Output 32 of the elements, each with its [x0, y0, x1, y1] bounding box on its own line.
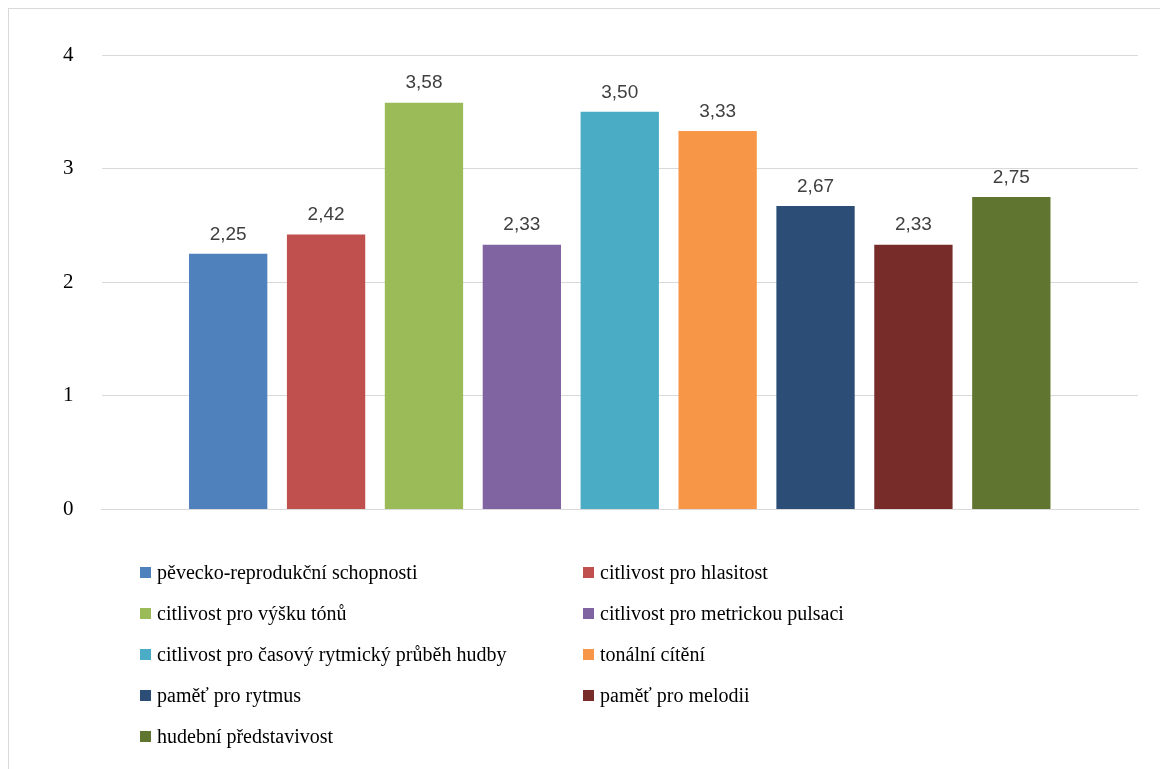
data-label: 2,25 [209, 222, 247, 244]
bar [189, 253, 268, 509]
legend-label: citlivost pro výšku tónů [157, 601, 347, 625]
legend-label: citlivost pro metrickou pulsaci [600, 601, 844, 625]
legend-label: hudební představivost [157, 724, 334, 748]
data-label: 3,50 [601, 80, 639, 102]
data-label: 3,58 [405, 71, 443, 93]
data-label: 2,67 [797, 174, 835, 196]
bar [286, 234, 366, 509]
data-label: 2,33 [894, 213, 932, 235]
data-label: 2,75 [992, 165, 1030, 187]
y-tick-label: 1 [63, 382, 74, 407]
bar [874, 244, 953, 509]
bar [580, 111, 659, 509]
y-tick-label: 4 [63, 41, 74, 66]
legend-label: tonální cítění [600, 642, 705, 666]
data-label: 2,42 [307, 203, 345, 225]
bar [678, 131, 757, 509]
data-label: 3,33 [699, 99, 737, 121]
y-tick-label: 3 [63, 155, 74, 180]
bar [384, 102, 464, 509]
y-tick-label: 2 [63, 268, 74, 293]
data-label: 2,33 [503, 213, 541, 235]
legend-label: paměť pro rytmus [157, 683, 302, 707]
bar [972, 197, 1051, 509]
legend-label: citlivost pro časový rytmický průběh hudby [157, 642, 507, 666]
bar [482, 244, 562, 509]
legend-label: citlivost pro hlasitost [600, 560, 768, 584]
legend-label: pěvecko-reprodukční schopnosti [157, 560, 418, 584]
bar [776, 206, 855, 509]
legend-label: paměť pro melodii [600, 683, 750, 707]
y-tick-label: 0 [63, 495, 74, 520]
